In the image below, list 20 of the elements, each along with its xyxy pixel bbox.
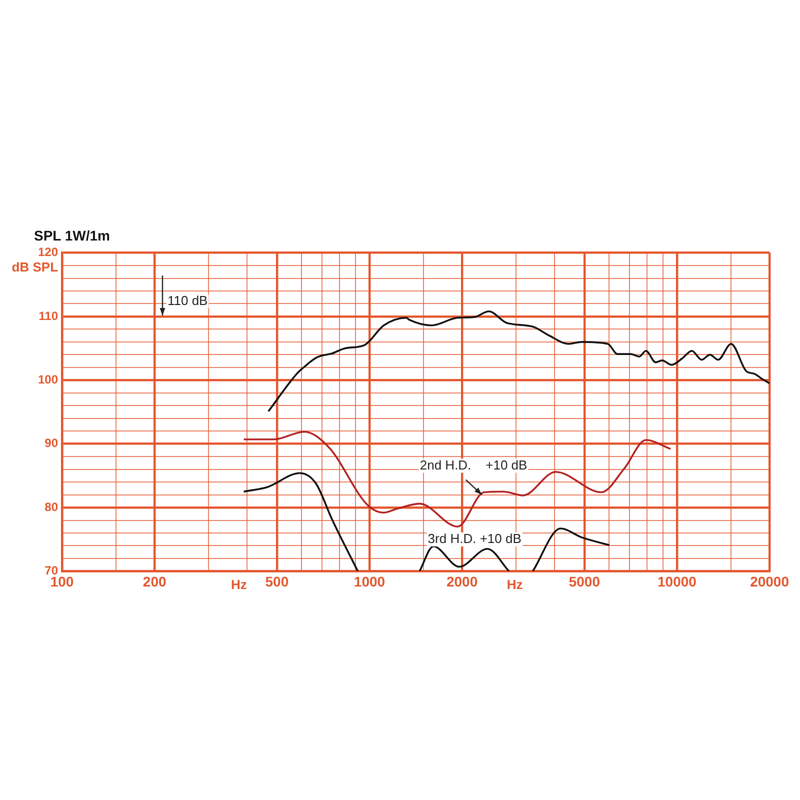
y-tick-label: 70 <box>44 564 58 578</box>
y-axis-title: dB SPL <box>12 259 58 274</box>
chart-title: SPL 1W/1m <box>34 227 110 244</box>
text: Hz <box>506 576 523 592</box>
x-tick-label: 20000 <box>750 573 790 590</box>
x-axis-title: Hz <box>230 576 248 592</box>
y-tick-label: 100 <box>38 372 58 386</box>
x-tick-label: 5000 <box>568 573 600 590</box>
annotation: 2nd H.D. +10 dB <box>420 457 528 472</box>
x-tick-label: 200 <box>142 573 166 590</box>
y-tick-label: 80 <box>44 500 58 514</box>
y-tick-label: 90 <box>44 436 58 450</box>
y-tick-label: 120 <box>38 245 58 260</box>
y-tick-label: 110 <box>38 308 58 323</box>
x-tick-label: 500 <box>265 573 289 590</box>
x-tick-label: 10000 <box>658 573 697 590</box>
annotation: 3rd H.D. +10 dB <box>428 530 522 546</box>
annotation: 110 dB <box>167 293 208 308</box>
x-tick-label: 2000 <box>446 573 478 590</box>
x-tick-label: 1000 <box>354 573 386 590</box>
